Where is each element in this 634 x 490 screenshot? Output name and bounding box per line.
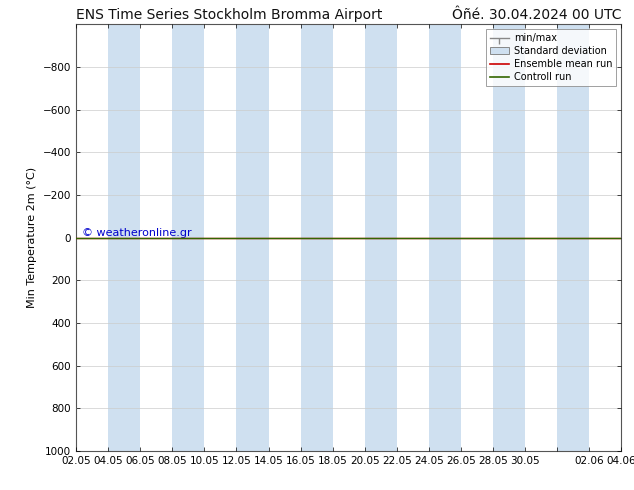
- Text: ENS Time Series Stockholm Bromma Airport: ENS Time Series Stockholm Bromma Airport: [76, 8, 382, 22]
- Bar: [557, 24, 589, 451]
- Bar: [172, 24, 204, 451]
- Bar: [236, 24, 269, 451]
- Bar: [365, 24, 397, 451]
- Text: Ôñé. 30.04.2024 00 UTC: Ôñé. 30.04.2024 00 UTC: [452, 8, 621, 22]
- Legend: min/max, Standard deviation, Ensemble mean run, Controll run: min/max, Standard deviation, Ensemble me…: [486, 29, 616, 86]
- Y-axis label: Min Temperature 2m (°C): Min Temperature 2m (°C): [27, 167, 37, 308]
- Bar: [429, 24, 461, 451]
- Bar: [493, 24, 525, 451]
- Text: © weatheronline.gr: © weatheronline.gr: [82, 228, 191, 238]
- Bar: [301, 24, 333, 451]
- Bar: [108, 24, 140, 451]
